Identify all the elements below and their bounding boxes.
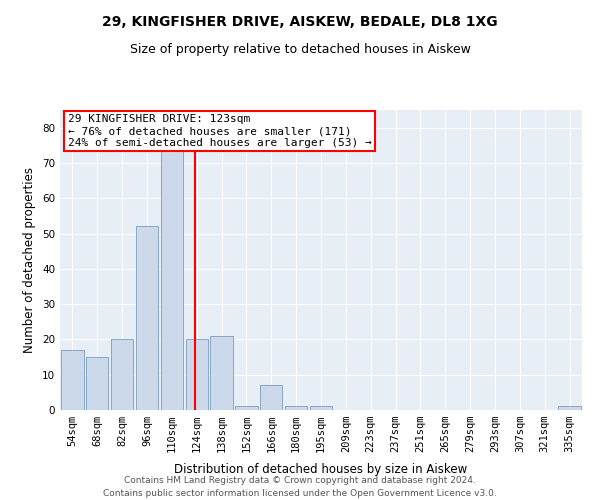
X-axis label: Distribution of detached houses by size in Aiskew: Distribution of detached houses by size … xyxy=(175,464,467,476)
Bar xyxy=(111,340,133,410)
Bar xyxy=(86,357,109,410)
Bar xyxy=(260,386,283,410)
Bar xyxy=(185,340,208,410)
Text: 29 KINGFISHER DRIVE: 123sqm
← 76% of detached houses are smaller (171)
24% of se: 29 KINGFISHER DRIVE: 123sqm ← 76% of det… xyxy=(68,114,371,148)
Bar xyxy=(559,406,581,410)
Bar xyxy=(161,128,183,410)
Bar xyxy=(235,406,257,410)
Bar xyxy=(310,406,332,410)
Y-axis label: Number of detached properties: Number of detached properties xyxy=(23,167,37,353)
Text: 29, KINGFISHER DRIVE, AISKEW, BEDALE, DL8 1XG: 29, KINGFISHER DRIVE, AISKEW, BEDALE, DL… xyxy=(102,15,498,29)
Bar xyxy=(285,406,307,410)
Text: Contains HM Land Registry data © Crown copyright and database right 2024.
Contai: Contains HM Land Registry data © Crown c… xyxy=(103,476,497,498)
Bar xyxy=(136,226,158,410)
Bar xyxy=(61,350,83,410)
Text: Size of property relative to detached houses in Aiskew: Size of property relative to detached ho… xyxy=(130,42,470,56)
Bar xyxy=(211,336,233,410)
